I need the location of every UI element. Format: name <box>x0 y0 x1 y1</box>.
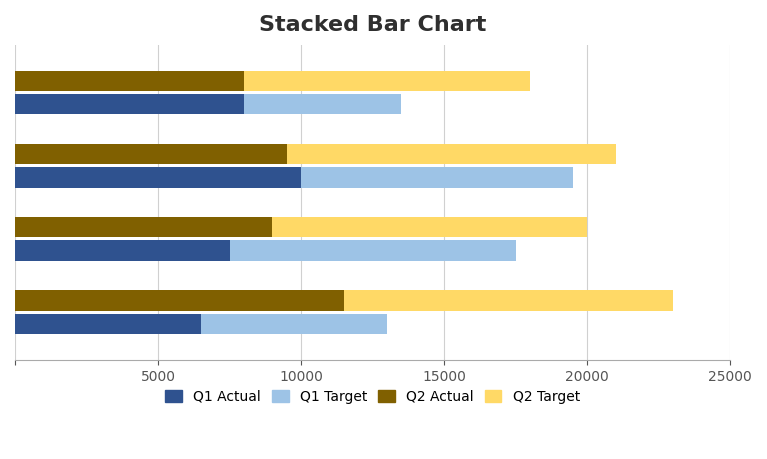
Bar <box>15 71 244 91</box>
Bar <box>344 290 673 311</box>
Bar <box>229 241 515 261</box>
Bar <box>15 313 201 334</box>
Legend: Q1 Actual, Q1 Target, Q2 Actual, Q2 Target: Q1 Actual, Q1 Target, Q2 Actual, Q2 Targ… <box>160 385 585 409</box>
Title: Stacked Bar Chart: Stacked Bar Chart <box>259 15 486 35</box>
Bar <box>15 144 287 164</box>
Bar <box>272 217 587 237</box>
Bar <box>201 313 387 334</box>
Bar <box>301 167 573 188</box>
Bar <box>15 94 244 114</box>
Bar <box>15 167 301 188</box>
Bar <box>15 217 272 237</box>
Bar <box>287 144 616 164</box>
Bar <box>244 71 530 91</box>
Bar <box>15 241 229 261</box>
Bar <box>15 290 344 311</box>
Bar <box>244 94 401 114</box>
